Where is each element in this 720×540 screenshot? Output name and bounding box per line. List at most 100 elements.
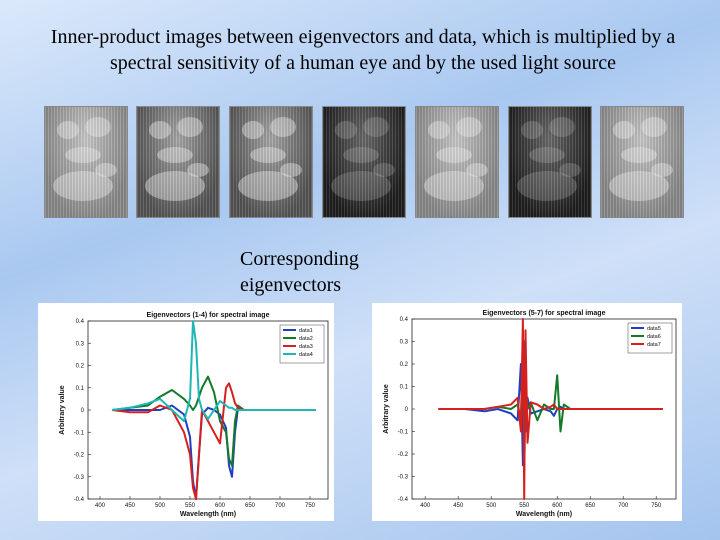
caption-line-2: eigenvectors <box>240 274 342 296</box>
series-line-data2 <box>111 375 316 467</box>
y-tick-label: 0.1 <box>76 386 85 392</box>
x-tick-label: 650 <box>245 503 256 509</box>
y-tick-label: 0.4 <box>76 319 85 325</box>
legend-label-data3: data3 <box>299 344 313 350</box>
image-noise <box>323 107 405 217</box>
y-tick-label: -0.2 <box>398 452 409 458</box>
legend-label-data5: data5 <box>647 326 661 332</box>
image-texture <box>373 163 395 177</box>
image-texture <box>242 121 264 139</box>
image-texture <box>238 171 298 201</box>
image-texture <box>466 163 488 177</box>
x-axis-label: Wavelength (nm) <box>516 511 572 518</box>
image-texture <box>549 117 575 137</box>
caption-line-1: Corresponding <box>240 248 359 270</box>
y-tick-label: 0.3 <box>400 340 409 346</box>
image-texture <box>57 121 79 139</box>
x-tick-label: 500 <box>155 503 166 509</box>
y-tick-label: -0.3 <box>398 475 409 481</box>
x-tick-label: 400 <box>95 503 106 509</box>
x-tick-label: 450 <box>453 503 464 509</box>
image-noise <box>416 107 498 217</box>
slide-title: Inner-product images between eigenvector… <box>50 26 676 74</box>
series-line-data7 <box>438 318 663 500</box>
inner-product-image-1 <box>44 106 128 218</box>
y-tick-label: 0 <box>81 408 85 414</box>
image-texture <box>343 147 379 163</box>
eigenvector-chart-1-4: Eigenvectors (1-4) for spectral image 0.4… <box>59 312 329 518</box>
inner-product-image-5 <box>415 106 499 218</box>
x-tick-label: 750 <box>651 503 662 509</box>
y-tick-label: 0.4 <box>400 317 409 323</box>
image-texture <box>187 163 209 177</box>
image-texture <box>517 171 577 201</box>
y-axis-label: Arbitrary value <box>383 384 390 434</box>
x-tick-label: 600 <box>552 503 563 509</box>
legend-label-data2: data2 <box>299 336 313 342</box>
image-texture <box>95 163 117 177</box>
image-texture <box>363 117 389 137</box>
image-noise <box>137 107 219 217</box>
inner-product-image-6 <box>508 106 592 218</box>
x-tick-label: 700 <box>275 503 286 509</box>
legend-label-data4: data4 <box>299 352 313 358</box>
image-texture <box>559 163 581 177</box>
legend-label-data1: data1 <box>299 328 313 334</box>
image-texture <box>424 171 484 201</box>
y-tick-label: 0 <box>405 407 409 413</box>
chart-title: Eigenvectors (1-4) for spectral image <box>147 312 270 319</box>
x-tick-label: 750 <box>305 503 316 509</box>
x-tick-label: 650 <box>585 503 596 509</box>
image-texture <box>335 121 357 139</box>
inner-product-image-strip <box>0 106 720 218</box>
image-texture <box>177 117 203 137</box>
y-tick-label: 0.2 <box>400 362 409 368</box>
image-texture <box>436 147 472 163</box>
legend-label-data7: data7 <box>647 342 661 348</box>
image-texture <box>280 163 302 177</box>
y-tick-label: -0.4 <box>74 497 85 503</box>
image-texture <box>145 171 205 201</box>
y-tick-label: -0.1 <box>398 430 409 436</box>
y-tick-label: 0.1 <box>400 385 409 391</box>
legend-box <box>279 324 325 364</box>
image-texture <box>613 121 635 139</box>
x-tick-label: 550 <box>519 503 530 509</box>
x-tick-label: 400 <box>420 503 431 509</box>
image-texture <box>529 147 565 163</box>
series-line-data4 <box>111 320 316 423</box>
x-tick-label: 700 <box>618 503 629 509</box>
y-tick-label: 0.2 <box>76 364 85 370</box>
series-line-data3 <box>111 382 316 500</box>
image-texture <box>85 117 111 137</box>
chart-title: Eigenvectors (5-7) for spectral image <box>483 310 606 317</box>
image-texture <box>331 171 391 201</box>
x-tick-label: 600 <box>215 503 226 509</box>
image-texture <box>53 171 113 201</box>
image-noise <box>601 107 683 217</box>
y-tick-label: 0.3 <box>76 341 85 347</box>
image-texture <box>428 121 450 139</box>
x-tick-label: 450 <box>125 503 136 509</box>
image-texture <box>157 147 193 163</box>
y-tick-label: -0.2 <box>74 453 85 459</box>
image-texture <box>250 147 286 163</box>
image-texture <box>65 147 101 163</box>
image-texture <box>651 163 673 177</box>
y-tick-label: -0.3 <box>74 475 85 481</box>
image-texture <box>456 117 482 137</box>
inner-product-image-4 <box>322 106 406 218</box>
eigenvector-chart-5-7: Eigenvectors (5-7) for spectral image 0.4… <box>383 310 677 518</box>
y-tick-label: -0.4 <box>398 497 409 503</box>
eigenvector-plot-1-4: Eigenvectors (1-4) for spectral image 0.4… <box>38 303 334 521</box>
image-texture <box>609 171 669 201</box>
y-tick-label: -0.1 <box>74 430 85 436</box>
image-texture <box>521 121 543 139</box>
image-noise <box>45 107 127 217</box>
y-axis-label: Arbitrary value <box>59 385 66 435</box>
eigenvectors-caption: Corresponding eigenvectors <box>240 246 359 298</box>
inner-product-image-2 <box>136 106 220 218</box>
inner-product-image-3 <box>229 106 313 218</box>
image-noise <box>509 107 591 217</box>
x-axis-label: Wavelength (nm) <box>180 511 236 518</box>
